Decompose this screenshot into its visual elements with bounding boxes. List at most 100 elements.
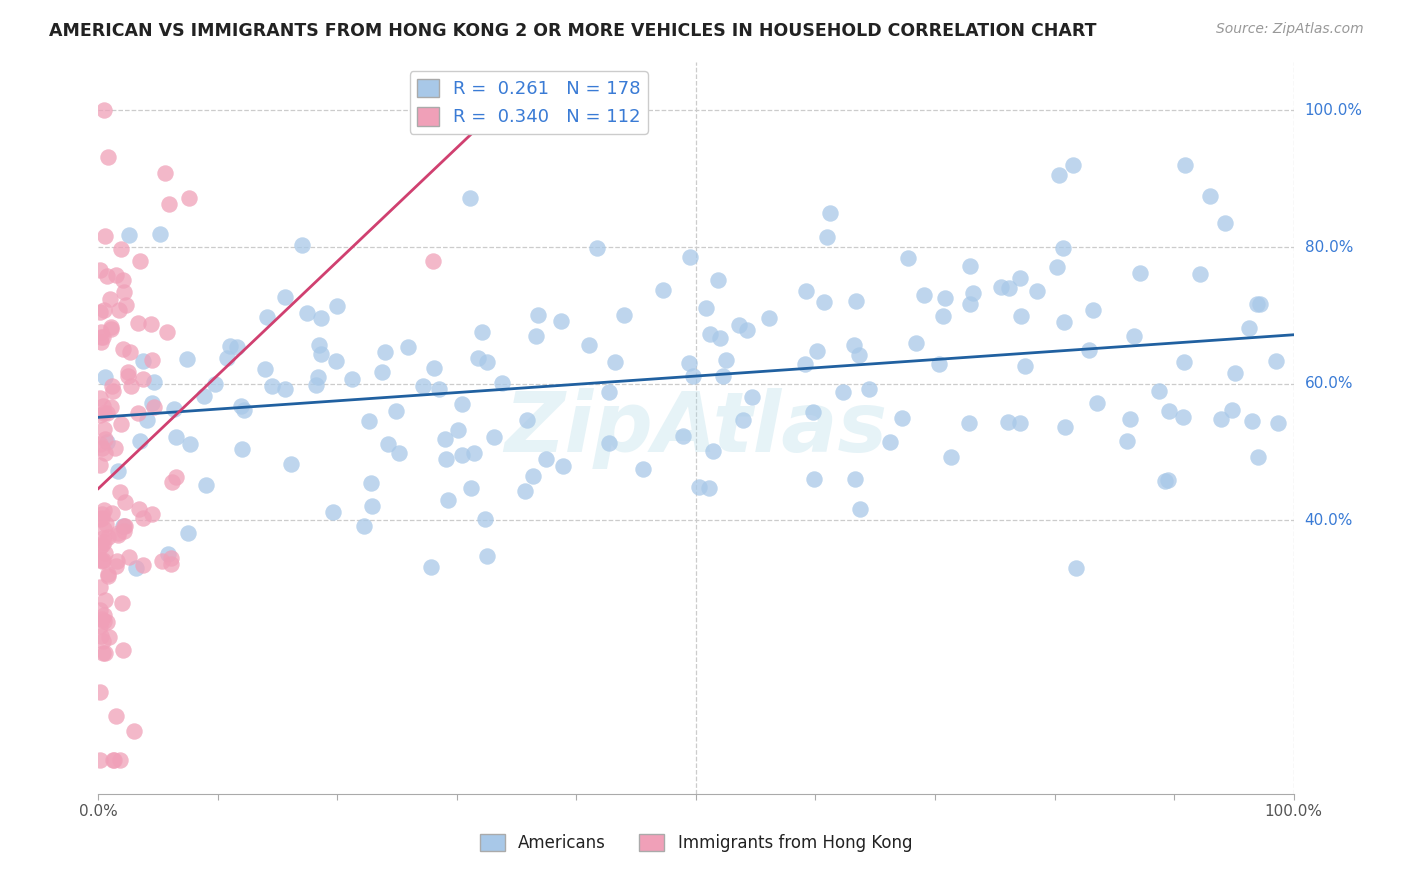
Point [385, 404, 408, 418]
Point [939, 450, 962, 464]
Text: AMERICAN VS IMMIGRANTS FROM HONG KONG 2 OR MORE VEHICLES IN HOUSEHOLD CORRELATIO: AMERICAN VS IMMIGRANTS FROM HONG KONG 2 … [49, 22, 1097, 40]
Point [603, 355, 626, 369]
Point [727, 318, 749, 332]
Point [117, 368, 139, 383]
Point [711, 368, 734, 383]
Point [697, 481, 720, 495]
Point [128, 501, 150, 516]
Point [160, 550, 183, 565]
Point [695, 301, 717, 315]
Point [813, 295, 835, 310]
Point [165, 470, 187, 484]
Point [796, 285, 818, 299]
Point [89, 541, 111, 555]
Point [1008, 416, 1031, 430]
Point [550, 313, 572, 327]
Point [93, 614, 115, 628]
Point [120, 379, 142, 393]
Point [96, 435, 118, 450]
Point [1213, 216, 1236, 230]
Point [527, 308, 550, 322]
Point [91, 553, 114, 567]
Point [890, 411, 912, 425]
Point [491, 376, 513, 391]
Point [89, 685, 111, 699]
Point [107, 525, 129, 540]
Point [112, 524, 135, 538]
Point [613, 308, 636, 322]
Point [141, 396, 163, 410]
Point [110, 753, 132, 767]
Point [451, 448, 474, 462]
Point [105, 559, 128, 574]
Point [177, 191, 200, 205]
Point [104, 268, 127, 283]
Point [94, 432, 117, 446]
Point [90, 326, 112, 340]
Point [1223, 366, 1246, 380]
Point [124, 724, 146, 739]
Point [91, 507, 114, 521]
Point [231, 442, 253, 457]
Point [93, 502, 115, 516]
Point [377, 437, 399, 451]
Point [254, 362, 277, 376]
Point [957, 416, 980, 430]
Point [396, 340, 419, 354]
Point [97, 569, 120, 583]
Point [928, 358, 950, 372]
Point [1237, 320, 1260, 334]
Point [91, 646, 114, 660]
Point [91, 531, 114, 545]
Point [1122, 329, 1144, 343]
Point [633, 461, 655, 475]
Point [132, 372, 155, 386]
Point [477, 355, 499, 369]
Point [1246, 450, 1268, 465]
Point [104, 708, 127, 723]
Point [96, 406, 118, 420]
Point [94, 516, 117, 531]
Point [104, 441, 127, 455]
Point [100, 378, 122, 392]
Point [89, 263, 111, 277]
Point [1249, 297, 1271, 311]
Point [149, 227, 172, 241]
Point [460, 481, 482, 495]
Point [107, 528, 129, 542]
Point [112, 285, 135, 299]
Point [93, 406, 115, 420]
Point [100, 401, 122, 415]
Point [260, 378, 283, 392]
Point [467, 351, 489, 365]
Point [513, 483, 536, 498]
Point [120, 344, 142, 359]
Point [157, 197, 180, 211]
Point [128, 434, 150, 449]
Point [325, 354, 347, 368]
Point [578, 338, 600, 352]
Point [111, 342, 134, 356]
Point [475, 549, 498, 563]
Point [758, 311, 780, 326]
Point [280, 458, 302, 472]
Point [112, 519, 135, 533]
Point [256, 310, 278, 324]
Point [115, 298, 138, 312]
Point [101, 506, 124, 520]
Point [801, 405, 824, 419]
Point [962, 286, 984, 301]
Point [93, 535, 115, 549]
Point [1014, 359, 1036, 373]
Point [100, 322, 122, 336]
Point [231, 399, 253, 413]
Point [897, 251, 920, 265]
Point [1173, 355, 1195, 369]
Point [160, 475, 183, 489]
Point [97, 530, 120, 544]
Point [89, 753, 111, 767]
Point [90, 538, 112, 552]
Point [1129, 266, 1152, 280]
Point [89, 512, 111, 526]
Point [451, 396, 474, 410]
